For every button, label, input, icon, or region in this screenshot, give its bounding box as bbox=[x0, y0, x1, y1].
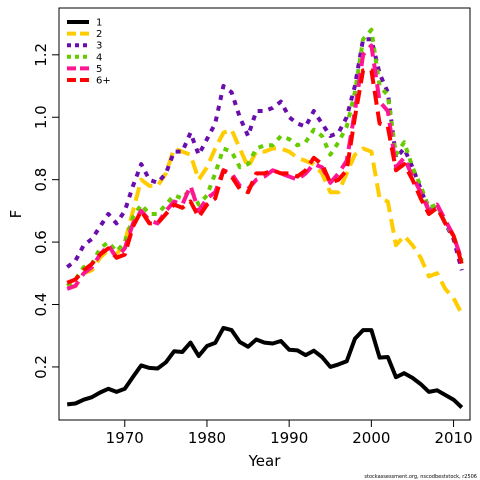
x-axis: 1970 1980 1990 2000 2010 bbox=[106, 419, 473, 447]
legend-label-0: 1 bbox=[96, 18, 102, 29]
y-tick-label-2: 0.6 bbox=[32, 230, 50, 254]
x-tick-label-0: 1970 bbox=[106, 429, 144, 447]
y-tick-label-3: 0.8 bbox=[32, 168, 50, 192]
series-line-1 bbox=[66, 127, 464, 315]
x-tick-label-1: 1980 bbox=[188, 429, 226, 447]
legend-label-2: 3 bbox=[96, 41, 102, 52]
legend-label-1: 2 bbox=[96, 29, 102, 40]
x-tick-label-4: 2010 bbox=[434, 429, 472, 447]
y-tick-label-4: 1.0 bbox=[32, 105, 50, 129]
x-tick-label-2: 1990 bbox=[270, 429, 308, 447]
plot-lines bbox=[65, 27, 464, 409]
legend-label-3: 4 bbox=[96, 52, 102, 63]
x-axis-title: Year bbox=[248, 452, 282, 470]
y-tick-label-1: 0.4 bbox=[32, 293, 50, 317]
legend-label-4: 5 bbox=[96, 64, 102, 75]
footnote: stockassessment.org, nscodbeststock, r25… bbox=[364, 474, 477, 480]
series-line-2 bbox=[65, 37, 464, 271]
series-line-0 bbox=[66, 325, 464, 409]
y-tick-label-5: 1.2 bbox=[32, 43, 50, 67]
y-axis-title: F bbox=[7, 210, 25, 219]
legend-label-5: 6+ bbox=[96, 76, 111, 87]
y-axis: 0.2 0.4 0.6 0.8 1.0 1.2 bbox=[32, 43, 60, 379]
series-line-5 bbox=[66, 68, 464, 285]
x-tick-label-3: 2000 bbox=[352, 429, 390, 447]
y-tick-label-0: 0.2 bbox=[32, 355, 50, 379]
